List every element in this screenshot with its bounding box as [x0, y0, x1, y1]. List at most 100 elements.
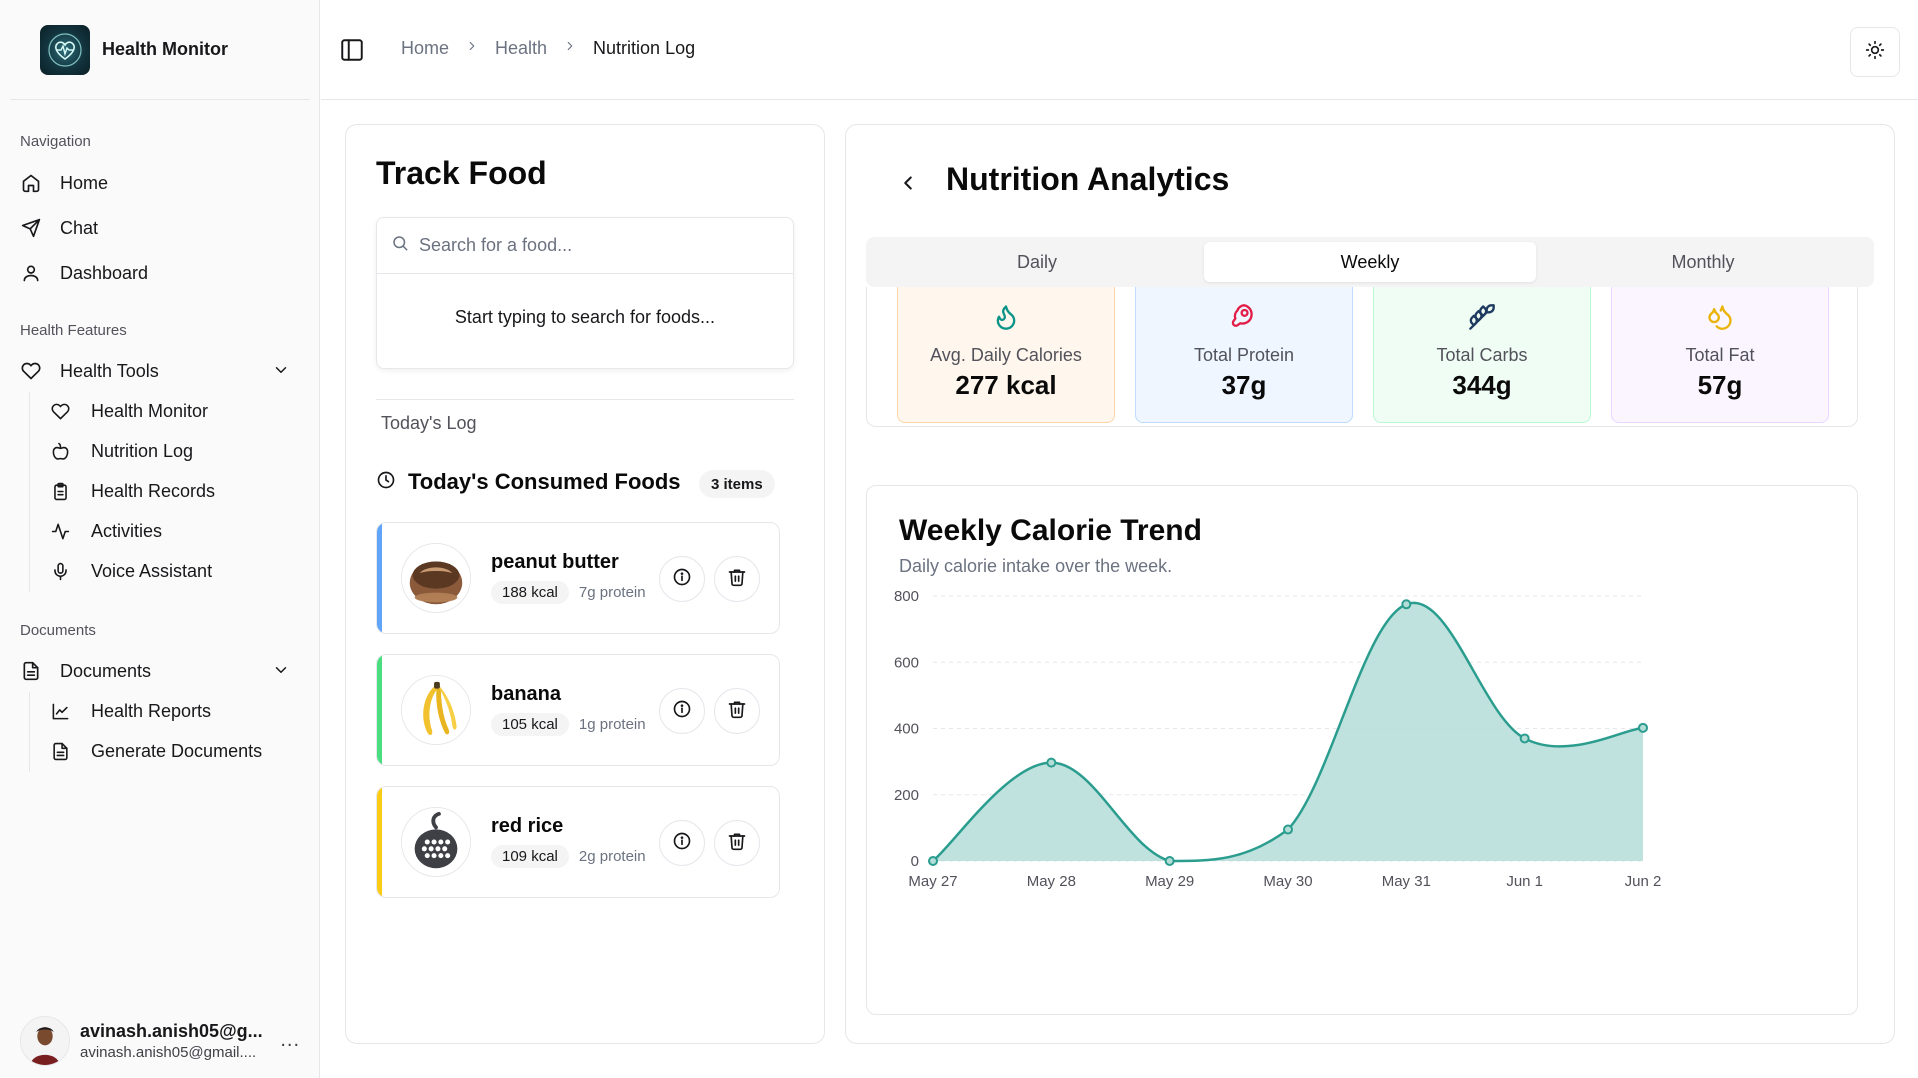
avatar [20, 1016, 70, 1066]
sidebar-toggle-icon[interactable] [339, 37, 365, 63]
food-delete-button[interactable] [714, 820, 760, 866]
food-accent-bar [377, 787, 382, 897]
brand[interactable]: Health Monitor [10, 0, 310, 100]
sidebar-item-label: Health Tools [60, 360, 159, 381]
sidebar-item-health-tools[interactable]: Health Tools [20, 351, 300, 391]
user-icon [20, 262, 42, 284]
stat-avg-daily-calories: Avg. Daily Calories 277 kcal [897, 287, 1115, 423]
stat-value: 57g [1697, 370, 1743, 400]
stat-value: 277 kcal [955, 370, 1057, 400]
file-text-icon [50, 741, 70, 761]
breadcrumb: Home Health Nutrition Log [401, 38, 695, 59]
heart-logo-icon [40, 24, 90, 75]
food-info-button[interactable] [659, 556, 705, 602]
chart-title: Weekly Calorie Trend [899, 514, 1202, 547]
send-icon [20, 217, 42, 239]
sidebar-item-label: Voice Assistant [91, 560, 213, 581]
food-kcal-badge: 105 kcal [491, 713, 569, 736]
x-tick-label: May 31 [1382, 873, 1431, 890]
food-accent-bar [377, 523, 382, 633]
sidebar-item-voice-assistant[interactable]: Voice Assistant [50, 552, 300, 590]
trash-icon [727, 699, 747, 724]
sidebar-item-health-records[interactable]: Health Records [50, 472, 300, 510]
apple-icon [50, 441, 70, 461]
flame-icon [898, 303, 1114, 335]
tab-monthly[interactable]: Monthly [1671, 251, 1735, 272]
food-delete-button[interactable] [714, 688, 760, 734]
consumed-foods-title: Today's Consumed Foods [408, 469, 681, 494]
trash-icon [727, 567, 747, 592]
data-point-jun-2 [1638, 722, 1648, 733]
nav-group-label-health-features: Health Features [20, 322, 127, 339]
sidebar-item-activities[interactable]: Activities [50, 512, 300, 550]
stat-total-fat: Total Fat 57g [1611, 287, 1829, 423]
sidebar-item-documents[interactable]: Documents [20, 651, 300, 691]
area-fill [933, 602, 1643, 861]
sidebar-item-chat[interactable]: Chat [20, 208, 300, 248]
food-placeholder-image [401, 807, 471, 877]
analytics-title: Nutrition Analytics [946, 161, 1230, 197]
food-search-input[interactable] [419, 235, 779, 256]
breadcrumb-health[interactable]: Health [495, 38, 548, 58]
theme-toggle-button[interactable] [1850, 27, 1900, 77]
stat-total-protein: Total Protein 37g [1135, 287, 1353, 423]
wheat-icon [1374, 303, 1590, 335]
submenu-line [29, 692, 30, 772]
food-protein: 1g protein [578, 716, 646, 733]
stat-value: 344g [1452, 370, 1512, 400]
food-info-button[interactable] [659, 820, 705, 866]
y-tick-label: 0 [911, 853, 919, 870]
track-food-card: Track Food Start typing to search for fo… [345, 124, 825, 1044]
heart-icon [50, 401, 70, 421]
search-hint: Start typing to search for foods... [454, 307, 716, 327]
chart-subtitle: Daily calorie intake over the week. [899, 556, 1173, 576]
weekly-calorie-trend-card: Weekly Calorie Trend Daily calorie intak… [866, 485, 1858, 1015]
food-item-red-rice: red rice 109 kcal 2g protein [376, 786, 780, 898]
sidebar-item-label: Home [60, 172, 109, 193]
sun-icon [1865, 40, 1885, 65]
summary-stats: Avg. Daily Calories 277 kcal Total Prote… [866, 287, 1858, 427]
sidebar-item-label: Generate Documents [91, 740, 263, 761]
items-count-badge: 3 items [699, 470, 775, 498]
chevron-down-icon [272, 661, 290, 684]
food-info-button[interactable] [659, 688, 705, 734]
more-horizontal-icon[interactable]: ... [280, 1029, 300, 1051]
user-menu[interactable]: avinash.anish05@g... avinash.anish05@gma… [20, 1015, 300, 1067]
sidebar-item-label: Documents [60, 660, 152, 681]
breadcrumb-current: Nutrition Log [593, 38, 696, 58]
sidebar-item-generate-documents[interactable]: Generate Documents [50, 732, 300, 770]
clock-icon [376, 470, 396, 495]
data-point-jun-1 [1519, 733, 1530, 744]
food-delete-button[interactable] [714, 556, 760, 602]
sidebar-item-home[interactable]: Home [20, 163, 300, 203]
sidebar-item-nutrition-log[interactable]: Nutrition Log [50, 432, 300, 470]
food-protein: 7g protein [578, 584, 646, 601]
food-accent-bar [377, 655, 382, 765]
nav-group-label-navigation: Navigation [20, 133, 91, 150]
y-tick-label: 600 [894, 654, 919, 671]
track-food-title: Track Food [376, 155, 547, 191]
sidebar: Health Monitor Navigation Home Chat Dash… [0, 0, 320, 1078]
info-icon [672, 567, 692, 592]
y-tick-label: 200 [894, 787, 919, 804]
data-point-may-31 [1401, 599, 1412, 610]
brand-name: Health Monitor [102, 39, 228, 59]
x-tick-label: May 28 [1027, 873, 1076, 890]
stat-label: Total Carbs [1436, 345, 1528, 365]
tab-weekly[interactable]: Weekly [1204, 242, 1536, 282]
stat-label: Total Protein [1193, 345, 1295, 365]
todays-log-label: Today's Log [381, 413, 477, 433]
x-tick-label: May 27 [908, 873, 957, 890]
submenu-line [29, 392, 30, 592]
tab-daily[interactable]: Daily [1016, 251, 1057, 272]
x-tick-label: May 30 [1263, 873, 1312, 890]
sidebar-item-health-monitor[interactable]: Health Monitor [50, 392, 300, 430]
sidebar-item-health-reports[interactable]: Health Reports [50, 692, 300, 730]
x-tick-label: Jun 1 [1506, 873, 1543, 890]
sidebar-item-dashboard[interactable]: Dashboard [20, 253, 300, 293]
breadcrumb-home[interactable]: Home [401, 38, 450, 58]
top-header: Home Health Nutrition Log [321, 0, 1918, 100]
trash-icon [727, 831, 747, 856]
data-point-may-27 [928, 856, 938, 866]
chevron-left-icon[interactable] [894, 169, 922, 197]
